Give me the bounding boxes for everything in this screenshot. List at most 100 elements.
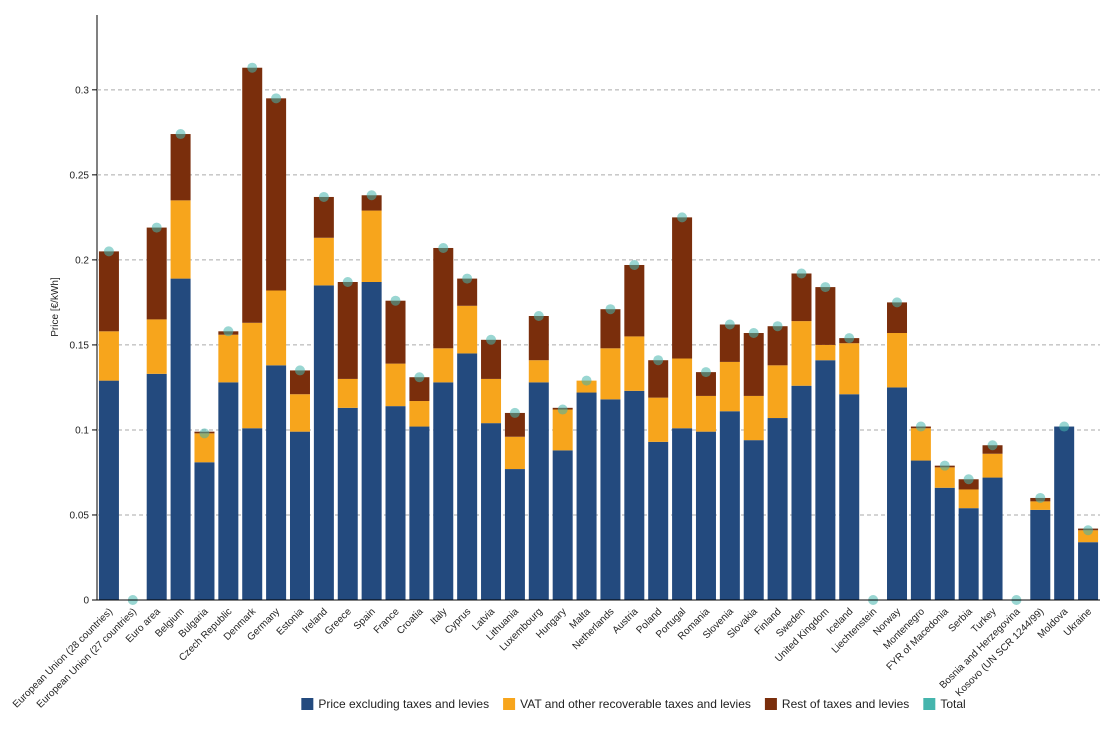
bar-segment [887, 387, 908, 600]
total-marker [1083, 525, 1094, 536]
bar-segment [361, 195, 382, 211]
bar-segment [815, 344, 836, 361]
bar-segment [289, 431, 310, 600]
bar-segment [982, 477, 1003, 600]
x-tick-label: European Union (28 countries) [11, 606, 115, 710]
bar-segment [409, 426, 430, 600]
total-marker [509, 407, 520, 418]
bar-segment [624, 336, 645, 391]
bar-segment [313, 196, 334, 238]
total-marker [629, 259, 640, 270]
bar-segment [242, 428, 263, 600]
bar-segment [481, 339, 502, 379]
bar-segment [504, 412, 525, 437]
total-marker [915, 421, 926, 432]
bar-segment [815, 360, 836, 600]
total-marker [820, 282, 831, 293]
bar-segment [457, 278, 478, 306]
bar-segment [887, 302, 908, 334]
bar-segment [170, 278, 191, 600]
bar-segment [433, 247, 454, 349]
x-tick-label: Greece [323, 606, 354, 637]
bar-segment [385, 363, 406, 407]
bar-segment [695, 372, 716, 396]
bar-segment [815, 287, 836, 345]
total-marker [605, 304, 616, 315]
bar-segment [743, 333, 764, 396]
bar-segment [767, 418, 788, 600]
bar-segment [982, 453, 1003, 478]
bar-segment [433, 348, 454, 383]
legend-swatch [503, 698, 516, 710]
total-marker [653, 355, 664, 366]
x-tick-label: Cyprus [443, 606, 473, 636]
legend-label: Total [940, 697, 965, 711]
bar-segment [1078, 530, 1099, 543]
bar-segment [337, 407, 358, 600]
bar-segment [409, 377, 430, 402]
bar-segment [743, 440, 764, 600]
y-tick-label: 0.1 [75, 425, 89, 436]
bar-segment [146, 373, 167, 600]
bar-segment [600, 399, 621, 600]
total-marker [175, 129, 186, 140]
x-tick-label: European Union (27 countries) [35, 606, 139, 710]
bar-segment [934, 467, 955, 488]
total-marker [557, 404, 568, 415]
total-marker [223, 326, 234, 337]
bar-segment [672, 217, 693, 359]
total-marker [892, 297, 903, 308]
bar-segment [457, 353, 478, 600]
bar-segment [98, 331, 119, 381]
total-marker [151, 222, 162, 233]
total-marker [581, 375, 592, 386]
total-marker [438, 242, 449, 253]
y-tick-label: 0.05 [70, 510, 90, 521]
y-tick-label: 0 [83, 596, 89, 607]
legend-label: VAT and other recoverable taxes and levi… [520, 697, 751, 711]
bar-segment [552, 450, 573, 600]
bar-segment [433, 382, 454, 600]
bar-segment [576, 392, 597, 600]
total-marker [1059, 421, 1070, 432]
y-tick-label: 0.2 [75, 255, 89, 266]
bar-segment [528, 382, 549, 600]
total-marker [700, 367, 711, 378]
total-marker [533, 311, 544, 322]
bar-segment [743, 395, 764, 441]
bar-segment [791, 385, 812, 600]
bar-segment [242, 322, 263, 429]
bar-segment [791, 321, 812, 386]
total-marker [271, 93, 282, 104]
bar-segment [767, 365, 788, 419]
y-axis-label: Price [€/kWh] [50, 277, 61, 337]
bar-segment [695, 395, 716, 432]
bar-segment [934, 487, 955, 600]
bar-segment [98, 251, 119, 332]
total-marker [677, 212, 688, 223]
bar-segment [146, 319, 167, 374]
bar-segment [624, 264, 645, 337]
bar-segment [266, 98, 287, 291]
bar-segment [839, 394, 860, 600]
total-marker [318, 191, 329, 202]
bar-segment [528, 360, 549, 383]
bar-segment [719, 324, 740, 362]
total-marker [844, 333, 855, 344]
bar-segment [719, 411, 740, 600]
bar-segment [218, 334, 239, 383]
total-marker [748, 328, 759, 339]
bar-segment [672, 358, 693, 429]
bar-segment [887, 333, 908, 388]
bar-segment [648, 360, 669, 398]
x-tick-label: Croatia [395, 606, 426, 637]
bar-segment [170, 200, 191, 279]
bar-segment [242, 67, 263, 323]
total-marker [796, 268, 807, 279]
bar-segment [1078, 542, 1099, 600]
bar-segment [600, 348, 621, 400]
y-tick-label: 0.15 [70, 340, 90, 351]
total-marker [724, 319, 735, 330]
x-tick-label: Estonia [275, 606, 307, 638]
